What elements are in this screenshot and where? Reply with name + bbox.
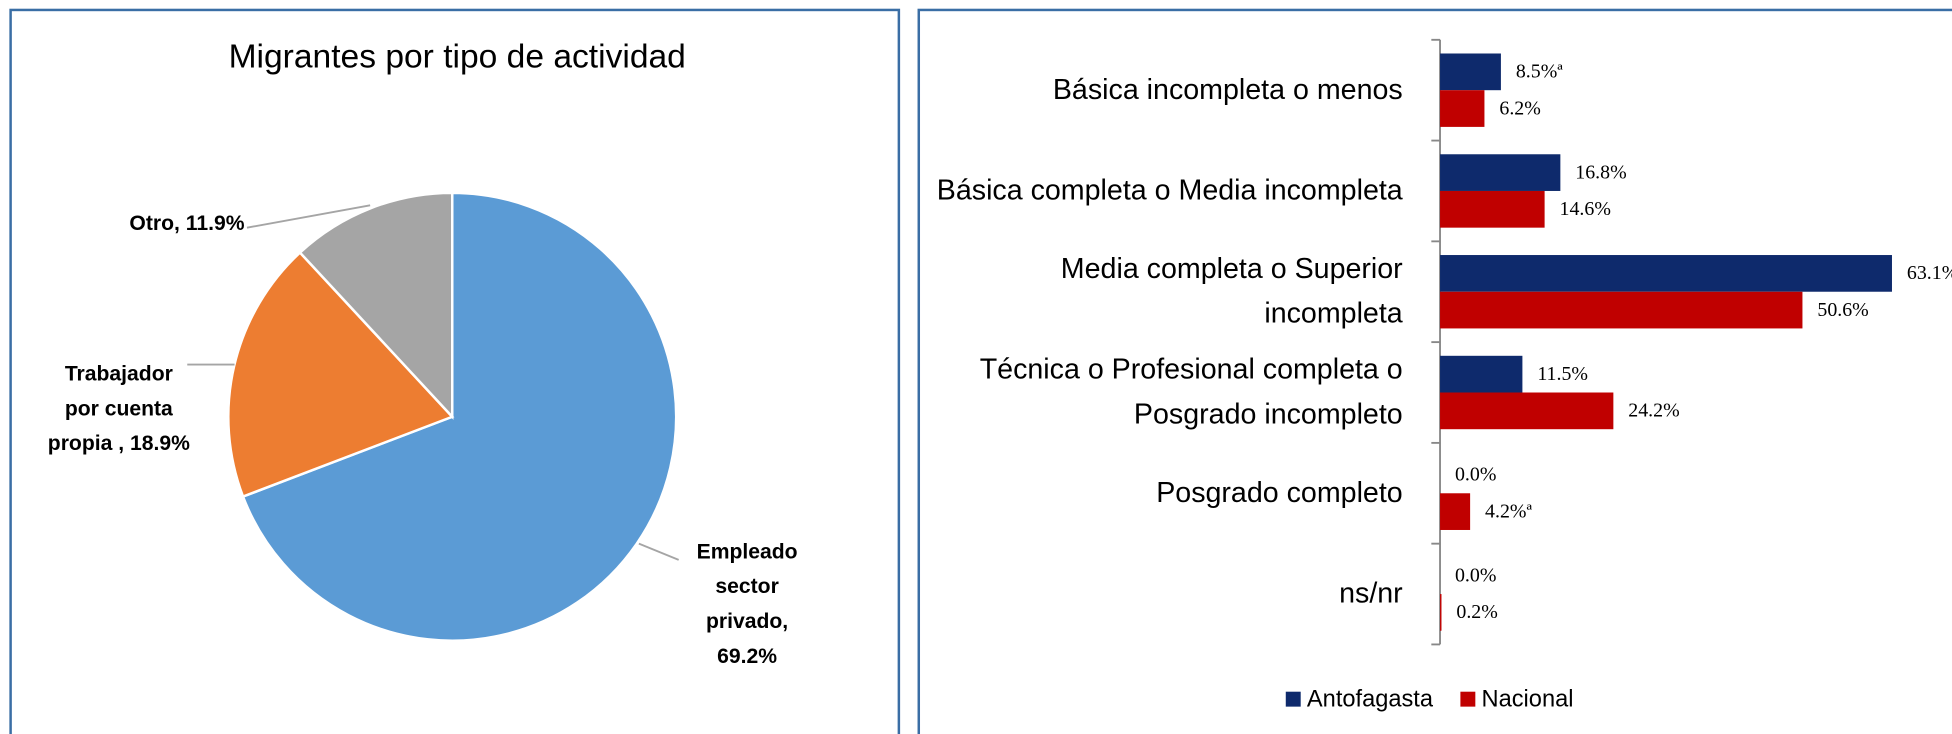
right-panel	[917, 8, 1952, 734]
value-label: 14.6%	[1560, 198, 1611, 220]
slice-label: Otro, 11.9%	[129, 212, 244, 235]
leader-line	[246, 204, 371, 229]
legend-swatch	[1285, 691, 1301, 707]
category-label: Posgrado completo	[1156, 476, 1403, 508]
value-label: 11.5%	[1537, 363, 1588, 385]
value-label: 8.5%ª	[1516, 61, 1563, 83]
value-label: 0.0%	[1455, 564, 1496, 586]
chart-title: Migrantes por tipo de actividad	[229, 38, 686, 75]
leader-line	[638, 542, 680, 561]
bar	[1440, 190, 1545, 228]
bar	[1440, 594, 1442, 631]
value-label: 50.6%	[1817, 299, 1868, 321]
legend-label: Nacional	[1482, 687, 1574, 713]
bar	[1440, 154, 1561, 191]
slice-label: Empleado sector privado, 69.2%	[697, 540, 798, 668]
bar	[1440, 355, 1523, 393]
slice-label: Trabajador por cuenta propia , 18.9%	[48, 362, 190, 455]
value-label: 24.2%	[1628, 400, 1679, 422]
pie-slice	[241, 191, 678, 642]
bar	[1440, 255, 1892, 292]
legend-swatch	[1460, 691, 1476, 707]
bar	[1440, 291, 1803, 329]
bar	[1440, 392, 1614, 430]
pie-slice	[227, 250, 455, 499]
value-label: 16.8%	[1575, 161, 1626, 183]
category-label: Básica incompleta o menos	[1053, 73, 1403, 105]
pie-slice	[298, 191, 454, 420]
bar	[1440, 493, 1471, 530]
value-label: 0.0%	[1455, 464, 1496, 486]
category-label: Media completa o Superior incompleta	[1061, 253, 1403, 330]
value-label: 4.2%ª	[1485, 500, 1532, 522]
value-label: 6.2%	[1499, 97, 1540, 119]
category-label: ns/nr	[1339, 577, 1403, 609]
bar	[1440, 90, 1485, 127]
bar	[1440, 53, 1501, 91]
category-label: Técnica o Profesional completa o Posgrado…	[980, 353, 1403, 430]
value-label: 0.2%	[1456, 601, 1497, 623]
category-label: Básica completa o Media incompleta	[937, 174, 1403, 206]
value-label: 63.1%	[1907, 262, 1952, 284]
legend-label: Antofagasta	[1307, 687, 1434, 713]
